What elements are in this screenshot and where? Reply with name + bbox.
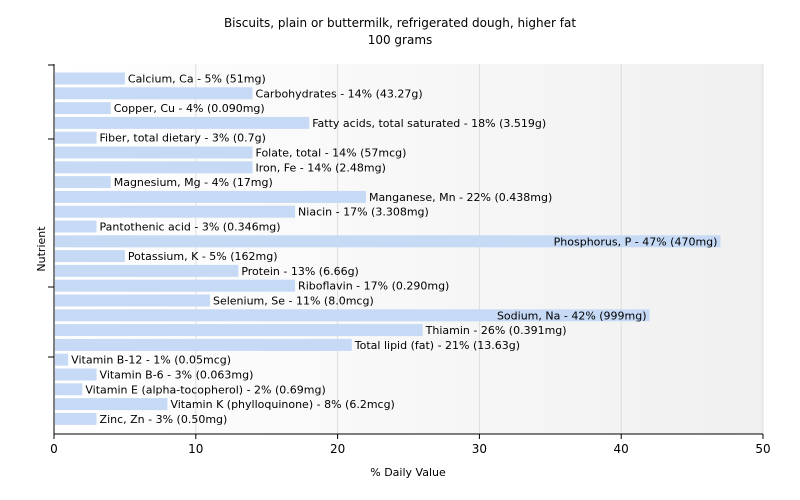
bar xyxy=(55,131,97,144)
bar-label: Sodium, Na - 42% (999mg) xyxy=(497,309,647,322)
bar-labels: Calcium, Ca - 5% (51mg)Carbohydrates - 1… xyxy=(71,73,717,426)
bar-label: Vitamin E (alpha-tocopherol) - 2% (0.69m… xyxy=(85,383,325,396)
x-tick-label: 10 xyxy=(188,442,203,456)
bar xyxy=(55,279,296,292)
bars xyxy=(55,72,721,425)
bar-label: Protein - 13% (6.66g) xyxy=(241,265,359,278)
bar-label: Phosphorus, P - 47% (470mg) xyxy=(554,235,718,248)
bar xyxy=(55,205,296,218)
bar xyxy=(55,87,253,100)
bar xyxy=(55,250,125,263)
y-axis-ticks xyxy=(48,64,54,358)
bar-label: Magnesium, Mg - 4% (17mg) xyxy=(114,176,273,189)
bar-label: Niacin - 17% (3.308mg) xyxy=(298,206,429,219)
bar-label: Fiber, total dietary - 3% (0.7g) xyxy=(100,132,266,145)
bar-label: Vitamin K (phylloquinone) - 8% (6.2mcg) xyxy=(170,398,394,411)
bar xyxy=(55,176,111,189)
bar xyxy=(55,220,97,233)
bar-label: Total lipid (fat) - 21% (13.63g) xyxy=(354,339,520,352)
bar-label: Vitamin B-6 - 3% (0.063mg) xyxy=(100,369,254,382)
bar-label: Folate, total - 14% (57mcg) xyxy=(256,147,407,160)
bar xyxy=(55,72,125,85)
bar-label: Copper, Cu - 4% (0.090mg) xyxy=(114,102,265,115)
x-tick-label: 50 xyxy=(755,442,770,456)
bar-label: Vitamin B-12 - 1% (0.05mcg) xyxy=(71,354,231,367)
x-axis-label: % Daily Value xyxy=(370,466,446,479)
bar xyxy=(55,264,239,277)
bar-label: Zinc, Zn - 3% (0.50mg) xyxy=(100,413,228,426)
bar xyxy=(55,309,650,322)
bar xyxy=(55,190,366,203)
chart-title: Biscuits, plain or buttermilk, refrigera… xyxy=(224,16,576,30)
bar-label: Manganese, Mn - 22% (0.438mg) xyxy=(369,191,552,204)
bar xyxy=(55,353,69,366)
bar xyxy=(55,235,721,248)
x-tick-label: 40 xyxy=(614,442,629,456)
bar xyxy=(55,398,168,411)
bar xyxy=(55,338,352,351)
bar xyxy=(55,368,97,381)
bar xyxy=(55,102,111,115)
x-axis-ticks: 0 10 20 30 40 50 xyxy=(50,434,771,456)
bar-label: Pantothenic acid - 3% (0.346mg) xyxy=(100,221,281,234)
bar-label: Thiamin - 26% (0.391mg) xyxy=(425,324,567,337)
bar-label: Iron, Fe - 14% (2.48mg) xyxy=(256,161,386,174)
x-tick-label: 30 xyxy=(472,442,487,456)
bar xyxy=(55,146,253,159)
bar-label: Carbohydrates - 14% (43.27g) xyxy=(256,87,423,100)
bar-label: Riboflavin - 17% (0.290mg) xyxy=(298,280,449,293)
bar-label: Calcium, Ca - 5% (51mg) xyxy=(128,73,266,86)
y-axis-label: Nutrient xyxy=(35,226,48,272)
bar-label: Selenium, Se - 11% (8.0mcg) xyxy=(213,295,374,308)
bar xyxy=(55,412,97,425)
chart-subtitle: 100 grams xyxy=(368,33,433,47)
bar xyxy=(55,116,310,129)
bar xyxy=(55,294,210,307)
bar-label: Fatty acids, total saturated - 18% (3.51… xyxy=(312,117,546,130)
x-tick-label: 20 xyxy=(330,442,345,456)
bar xyxy=(55,161,253,174)
bar xyxy=(55,324,423,337)
x-tick-label: 0 xyxy=(50,442,58,456)
bar-label: Potassium, K - 5% (162mg) xyxy=(128,250,278,263)
bar xyxy=(55,383,83,396)
